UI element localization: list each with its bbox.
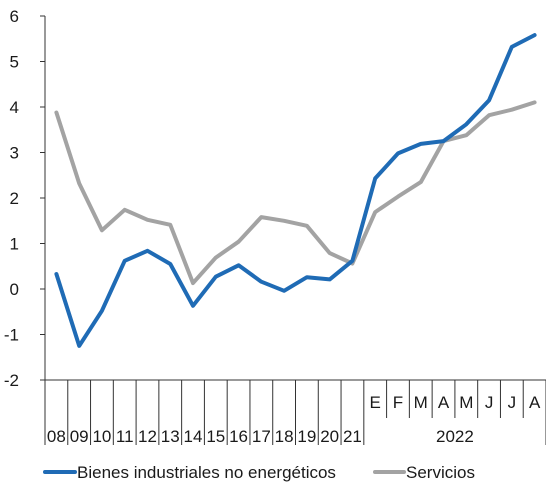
x-tick-label: M bbox=[414, 393, 428, 412]
x-tick-label: 16 bbox=[229, 427, 248, 446]
x-tick-label: A bbox=[438, 393, 450, 412]
legend-label-servicios: Servicios bbox=[406, 463, 475, 482]
x-tick-label: J bbox=[485, 393, 494, 412]
legend-label-bienes-industriales: Bienes industriales no energéticos bbox=[77, 463, 336, 482]
x-tick-label: 19 bbox=[297, 427, 316, 446]
series-line-servicios bbox=[54, 100, 537, 286]
x-tick-label: E bbox=[370, 393, 381, 412]
x-tick-label: 21 bbox=[343, 427, 362, 446]
x-tick-label: 17 bbox=[252, 427, 271, 446]
x-tick-label: 20 bbox=[320, 427, 339, 446]
x-tick-label: J bbox=[508, 393, 517, 412]
x-tick-label: 11 bbox=[116, 427, 134, 446]
x-tick-label: 15 bbox=[206, 427, 225, 446]
y-tick-label: 3 bbox=[10, 144, 19, 163]
x-tick-label: 13 bbox=[161, 427, 180, 446]
x-tick-label: 10 bbox=[92, 427, 111, 446]
legend: Bienes industriales no energéticos Servic… bbox=[43, 463, 475, 482]
y-tick-label: 5 bbox=[10, 53, 19, 72]
y-tick-label: 4 bbox=[10, 98, 19, 117]
series-lines bbox=[54, 33, 537, 348]
x-tick-label: A bbox=[529, 393, 541, 412]
series-line-bienes-industriales bbox=[54, 33, 537, 348]
y-axis-ticks: 6 5 4 3 2 1 0 -1 -2 bbox=[4, 7, 45, 390]
y-tick-label: -1 bbox=[4, 326, 19, 345]
x-tick-label: 18 bbox=[275, 427, 294, 446]
y-tick-label: 6 bbox=[10, 7, 19, 26]
y-tick-label: 2 bbox=[10, 189, 19, 208]
x-group-label-2022: 2022 bbox=[436, 427, 474, 446]
x-tick-label: F bbox=[393, 393, 403, 412]
x-tick-label: 09 bbox=[70, 427, 89, 446]
y-tick-label: 0 bbox=[10, 280, 19, 299]
x-tick-label: 12 bbox=[138, 427, 157, 446]
chart-axes bbox=[44, 16, 546, 381]
x-tick-label: M bbox=[459, 393, 473, 412]
x-tick-label: 08 bbox=[47, 427, 66, 446]
x-tick-label: 14 bbox=[184, 427, 203, 446]
y-tick-label: 1 bbox=[10, 235, 19, 254]
y-tick-label: -2 bbox=[4, 371, 19, 390]
